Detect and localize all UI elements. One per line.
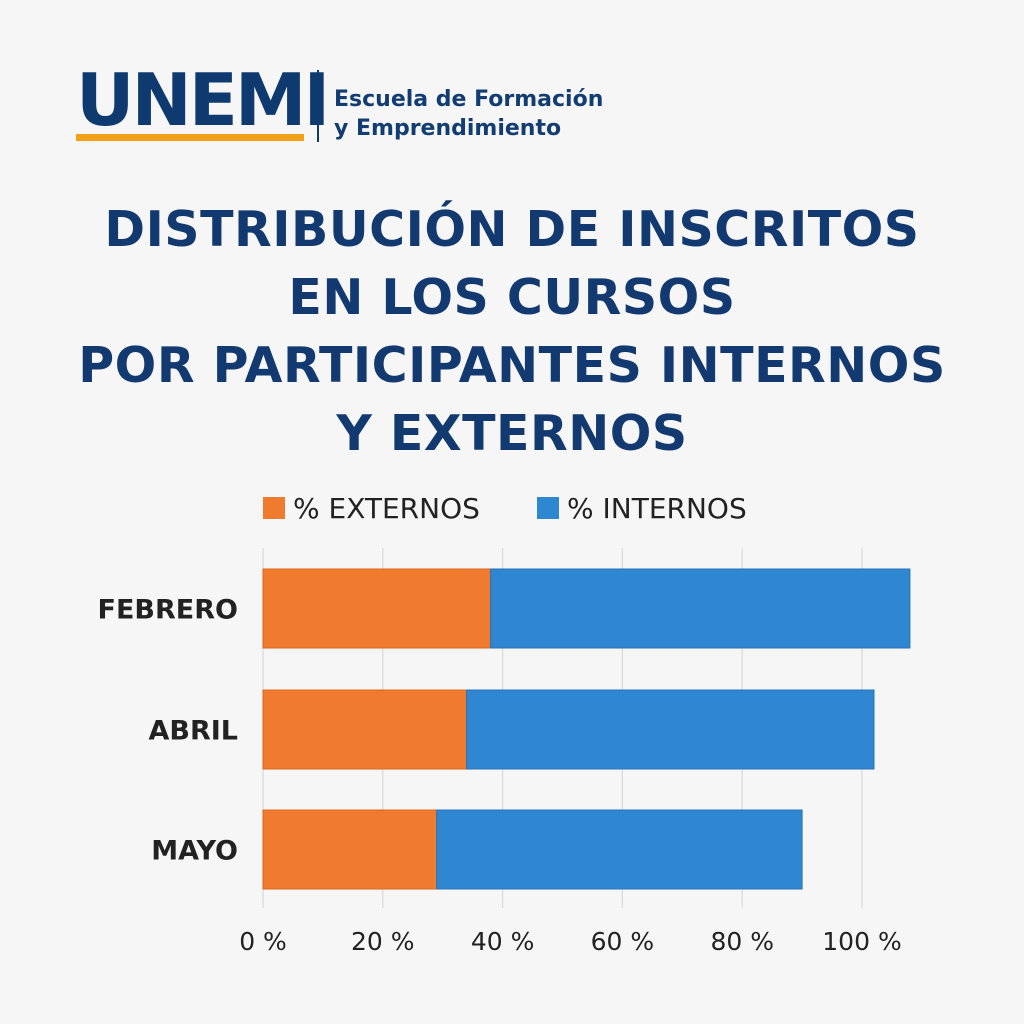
logo-subtitle-line1: Escuela de Formación	[334, 87, 604, 112]
title-line-2: EN LOS CURSOS	[288, 269, 736, 326]
legend-swatch-externos	[263, 497, 285, 519]
logo-underline	[76, 134, 304, 141]
title-line-4: Y EXTERNOS	[336, 405, 688, 462]
category-label-abril: ABRIL	[148, 716, 238, 747]
category-label-mayo: MAYO	[151, 836, 238, 867]
bar-abril-externos	[262, 689, 468, 770]
category-label-febrero: FEBRERO	[98, 595, 238, 626]
legend-swatch-internos	[537, 497, 559, 519]
x-tick-label-100: 100 %	[822, 927, 901, 956]
logo-subtitle: Escuela de Formación y Emprendimiento	[334, 85, 603, 143]
bar-mayo-internos	[436, 809, 803, 890]
x-tick-label-20: 20 %	[351, 927, 415, 956]
bar-febrero-internos	[490, 568, 911, 649]
chart-title: DISTRIBUCIÓN DE INSCRITOS EN LOS CURSOS …	[0, 196, 1024, 468]
logo-divider	[317, 70, 319, 142]
bar-febrero-externos	[262, 568, 492, 649]
x-tick-label-40: 40 %	[471, 927, 535, 956]
x-tick-label-0: 0 %	[239, 927, 287, 956]
bar-abril-internos	[466, 689, 875, 770]
title-line-1: DISTRIBUCIÓN DE INSCRITOS	[104, 201, 920, 258]
x-tick-label-60: 60 %	[591, 927, 655, 956]
legend-label-internos: % INTERNOS	[567, 492, 747, 525]
logo-subtitle-line2: y Emprendimiento	[334, 116, 562, 141]
logo-wordmark: UNEMI	[76, 58, 330, 142]
x-tick-label-80: 80 %	[710, 927, 774, 956]
title-line-3: POR PARTICIPANTES INTERNOS	[78, 337, 946, 394]
legend-label-externos: % EXTERNOS	[293, 492, 480, 525]
bar-mayo-externos	[262, 809, 438, 890]
